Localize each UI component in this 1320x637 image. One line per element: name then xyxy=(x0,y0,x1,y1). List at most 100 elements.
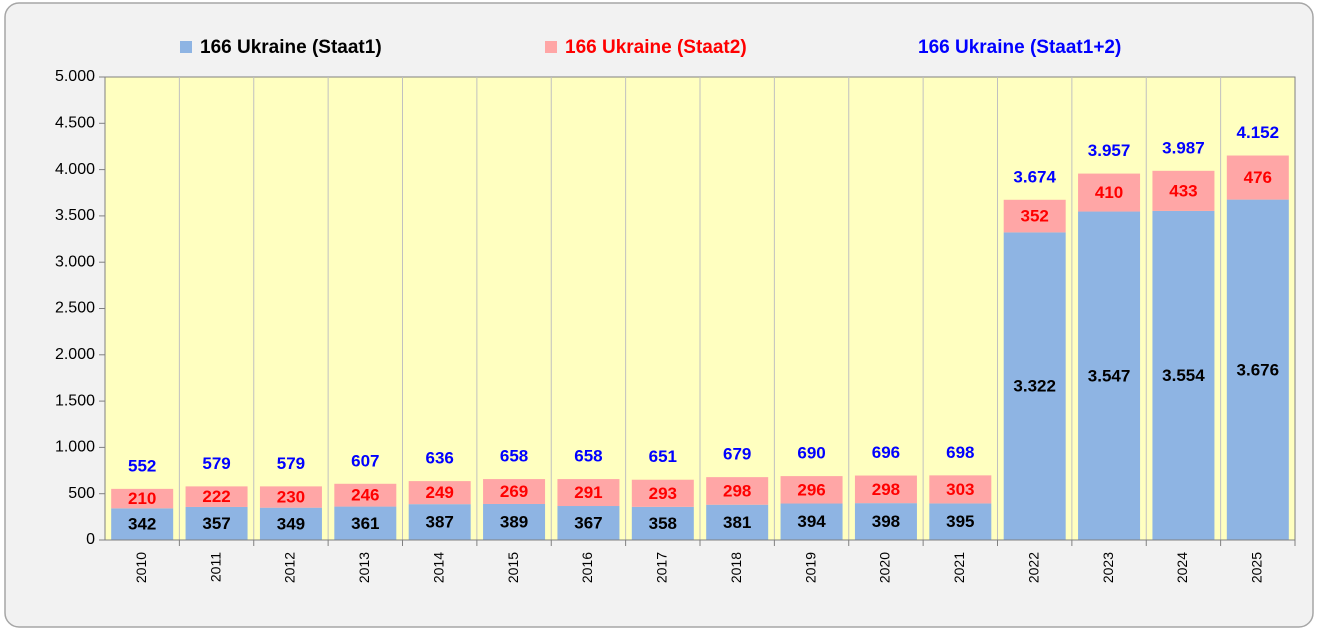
segment-label: 303 xyxy=(946,480,974,499)
bar-segment xyxy=(1078,173,1141,212)
bar-segment xyxy=(259,507,322,540)
y-tick-label: 1.500 xyxy=(55,392,95,409)
y-tick-label: 5.000 xyxy=(55,68,95,85)
y-tick-label: 1.000 xyxy=(55,439,95,456)
segment-label: 361 xyxy=(351,514,379,533)
x-tick-label: 2025 xyxy=(1249,552,1265,583)
total-label: 658 xyxy=(574,447,602,466)
total-label: 679 xyxy=(723,445,751,464)
segment-label: 367 xyxy=(574,513,602,532)
segment-label: 230 xyxy=(277,488,305,507)
x-tick-label: 2024 xyxy=(1174,552,1190,583)
bar-segment xyxy=(483,503,546,540)
bar-segment xyxy=(1226,199,1289,540)
total-label: 552 xyxy=(128,456,156,475)
bar-segment xyxy=(334,506,397,540)
segment-label: 342 xyxy=(128,515,156,534)
bar-segment xyxy=(334,483,397,507)
bar-segment xyxy=(1226,155,1289,200)
bar-segment xyxy=(1078,211,1141,541)
y-tick-label: 4.000 xyxy=(55,161,95,178)
total-label: 690 xyxy=(797,444,825,463)
segment-label: 357 xyxy=(202,514,230,533)
bar-segment xyxy=(1003,199,1066,233)
legend-swatch xyxy=(180,41,192,53)
y-tick-label: 0 xyxy=(86,531,95,548)
bar-segment xyxy=(408,481,471,505)
x-tick-label: 2018 xyxy=(728,552,744,583)
segment-label: 3.547 xyxy=(1088,366,1131,385)
y-tick-label: 4.500 xyxy=(55,115,95,132)
segment-label: 246 xyxy=(351,486,379,505)
x-tick-label: 2023 xyxy=(1100,552,1116,583)
segment-label: 298 xyxy=(872,480,900,499)
bar-segment xyxy=(111,488,174,509)
x-tick-label: 2017 xyxy=(654,552,670,583)
x-tick-label: 2022 xyxy=(1025,552,1041,583)
total-label: 696 xyxy=(872,443,900,462)
segment-label: 210 xyxy=(128,489,156,508)
segment-label: 476 xyxy=(1244,168,1272,187)
segment-label: 296 xyxy=(797,480,825,499)
y-tick-label: 3.500 xyxy=(55,207,95,224)
x-tick-label: 2015 xyxy=(505,552,521,583)
total-label: 3.957 xyxy=(1088,141,1131,160)
segment-label: 381 xyxy=(723,513,751,532)
segment-label: 387 xyxy=(426,513,454,532)
segment-label: 249 xyxy=(426,483,454,502)
bar-segment xyxy=(929,503,992,540)
segment-label: 433 xyxy=(1169,181,1197,200)
bar-segment xyxy=(1152,170,1215,211)
total-label: 3.674 xyxy=(1013,167,1056,186)
total-label: 658 xyxy=(500,447,528,466)
y-tick-label: 500 xyxy=(68,485,95,502)
segment-label: 395 xyxy=(946,512,974,531)
legend-label: 166 Ukraine (Staat1+2) xyxy=(918,37,1121,58)
bar-segment xyxy=(1003,232,1066,540)
segment-label: 222 xyxy=(202,487,230,506)
segment-label: 291 xyxy=(574,483,602,502)
total-label: 579 xyxy=(202,454,230,473)
x-tick-label: 2016 xyxy=(579,552,595,583)
bar-segment xyxy=(631,479,694,507)
bar-segment xyxy=(557,506,620,540)
bar-segment xyxy=(706,504,769,540)
bar-segment xyxy=(854,475,917,504)
bar-segment xyxy=(706,477,769,505)
legend-swatch xyxy=(545,41,557,53)
x-tick-label: 2012 xyxy=(282,552,298,583)
total-label: 3.987 xyxy=(1162,138,1205,157)
bar-segment xyxy=(185,486,248,507)
total-label: 607 xyxy=(351,451,379,470)
bar-segment xyxy=(631,506,694,540)
total-label: 698 xyxy=(946,443,974,462)
y-tick-label: 3.000 xyxy=(55,253,95,270)
segment-label: 298 xyxy=(723,481,751,500)
segment-label: 293 xyxy=(649,484,677,503)
total-label: 579 xyxy=(277,454,305,473)
segment-label: 349 xyxy=(277,514,305,533)
x-tick-label: 2021 xyxy=(951,552,967,583)
y-tick-label: 2.000 xyxy=(55,346,95,363)
bar-segment xyxy=(185,506,248,540)
legend-label: 166 Ukraine (Staat1) xyxy=(200,37,382,58)
bar-segment xyxy=(259,486,322,508)
segment-label: 389 xyxy=(500,512,528,531)
x-tick-label: 2013 xyxy=(356,552,372,583)
segment-label: 3.554 xyxy=(1162,366,1205,385)
segment-label: 358 xyxy=(649,514,677,533)
segment-label: 3.322 xyxy=(1013,377,1056,396)
segment-label: 269 xyxy=(500,482,528,501)
segment-label: 398 xyxy=(872,512,900,531)
bar-segment xyxy=(557,479,620,507)
bar-segment xyxy=(854,503,917,540)
x-tick-label: 2020 xyxy=(877,552,893,583)
x-tick-label: 2010 xyxy=(133,552,149,583)
x-tick-label: 2014 xyxy=(430,552,446,583)
segment-label: 3.676 xyxy=(1237,360,1280,379)
x-tick-label: 2019 xyxy=(802,552,818,583)
bar-segment xyxy=(111,508,174,540)
segment-label: 394 xyxy=(797,512,826,531)
